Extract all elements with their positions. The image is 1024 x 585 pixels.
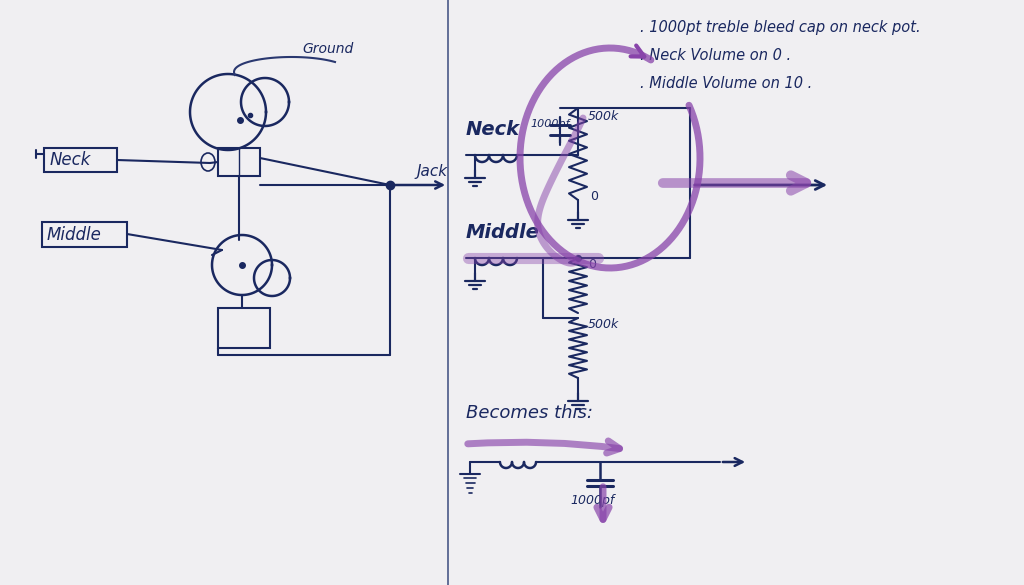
Text: Jack: Jack: [416, 164, 447, 179]
Bar: [218, 308, 270, 348]
Text: . Middle Volume on 10 .: . Middle Volume on 10 .: [640, 76, 812, 91]
Text: Ground: Ground: [302, 42, 353, 56]
Text: Becomes this:: Becomes this:: [466, 404, 593, 422]
Text: Middle: Middle: [47, 226, 101, 244]
Text: 500k: 500k: [588, 110, 620, 123]
Text: Neck: Neck: [50, 151, 91, 169]
Text: 1000pf: 1000pf: [570, 494, 614, 507]
Text: 500k: 500k: [588, 318, 620, 331]
Text: . 1000pt treble bleed cap on neck pot.: . 1000pt treble bleed cap on neck pot.: [640, 20, 921, 35]
Bar: [42, 222, 127, 247]
Text: . Neck Volume on 0 .: . Neck Volume on 0 .: [640, 48, 792, 63]
Text: 1000pf: 1000pf: [530, 119, 569, 129]
Text: 0: 0: [590, 190, 598, 203]
Text: Middle: Middle: [466, 223, 540, 242]
Text: Neck: Neck: [466, 120, 520, 139]
Text: 0: 0: [588, 258, 596, 271]
Bar: [44, 148, 117, 172]
Bar: [218, 148, 260, 176]
